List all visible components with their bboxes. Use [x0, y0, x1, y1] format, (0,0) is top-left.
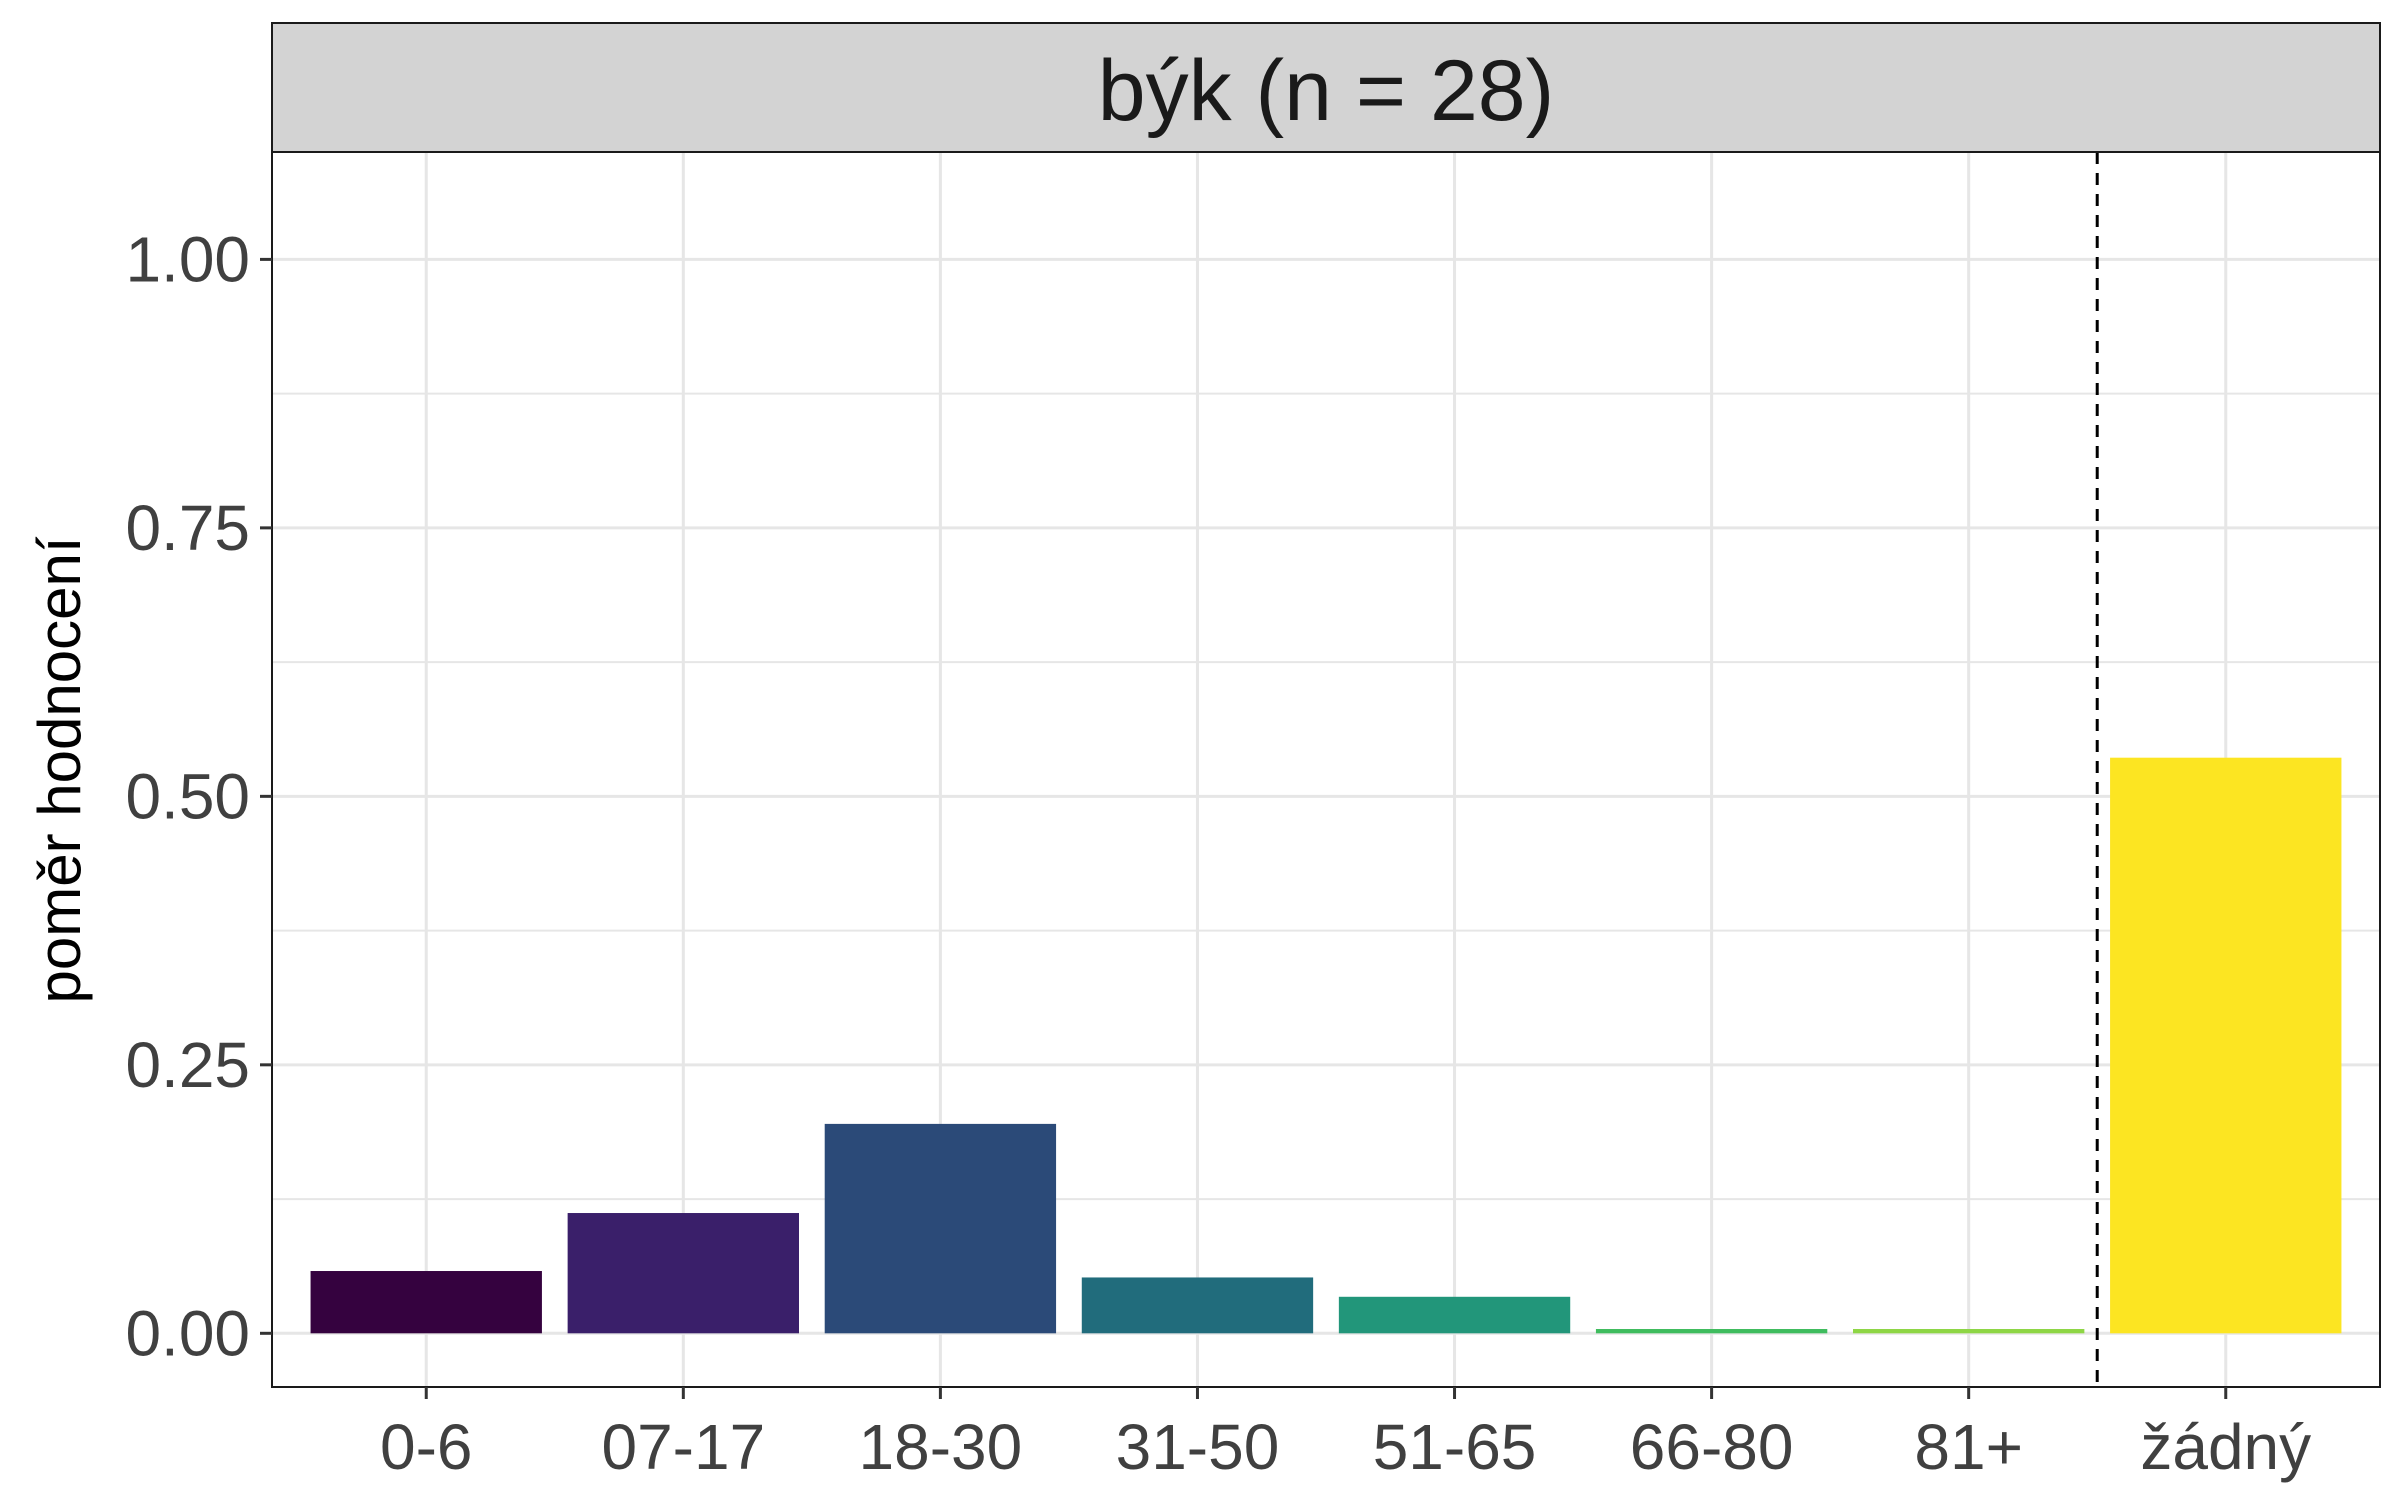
x-tick-label: 51-65: [1373, 1411, 1537, 1483]
gridlines: [272, 152, 2380, 1387]
y-tick-label: 0.25: [125, 1029, 250, 1101]
x-tick-label: 18-30: [859, 1411, 1023, 1483]
facet-strip: býk (n = 28): [271, 22, 2381, 153]
bar-66-80: [1595, 1329, 1828, 1334]
bar-žádný: [2110, 757, 2342, 1334]
y-tick-label: 0.50: [125, 760, 250, 832]
bar-07-17: [567, 1213, 799, 1334]
bar-0-6: [310, 1271, 542, 1334]
y-tick-label: 1.00: [125, 223, 250, 295]
y-axis: 0.00 0.25 0.50 0.75 1.00: [125, 223, 272, 1369]
x-tick-label: 66-80: [1630, 1411, 1794, 1483]
facet-strip-background: [271, 22, 2381, 153]
x-axis: 0-6 07-17 18-30 31-50 51-65 66-80 81+ žádný: [380, 1387, 2311, 1483]
x-tick-label: 31-50: [1116, 1411, 1280, 1483]
x-tick-label: 0-6: [380, 1411, 473, 1483]
bar-31-50: [1081, 1277, 1314, 1334]
facet-title: býk (n = 28): [1098, 43, 1555, 139]
bars: [310, 757, 2342, 1334]
bar-51-65: [1338, 1296, 1571, 1334]
y-axis-label: poměr hodnocení: [26, 536, 93, 1003]
panel-border: [271, 151, 2381, 1388]
x-tick-label: 07-17: [601, 1411, 765, 1483]
x-tick-label: žádný: [2140, 1411, 2311, 1483]
y-tick-label: 0.00: [125, 1297, 250, 1369]
y-tick-label: 0.75: [125, 492, 250, 564]
bar-18-30: [824, 1123, 1057, 1334]
x-tick-label: 81+: [1914, 1411, 2023, 1483]
bar-81+: [1853, 1329, 2085, 1334]
